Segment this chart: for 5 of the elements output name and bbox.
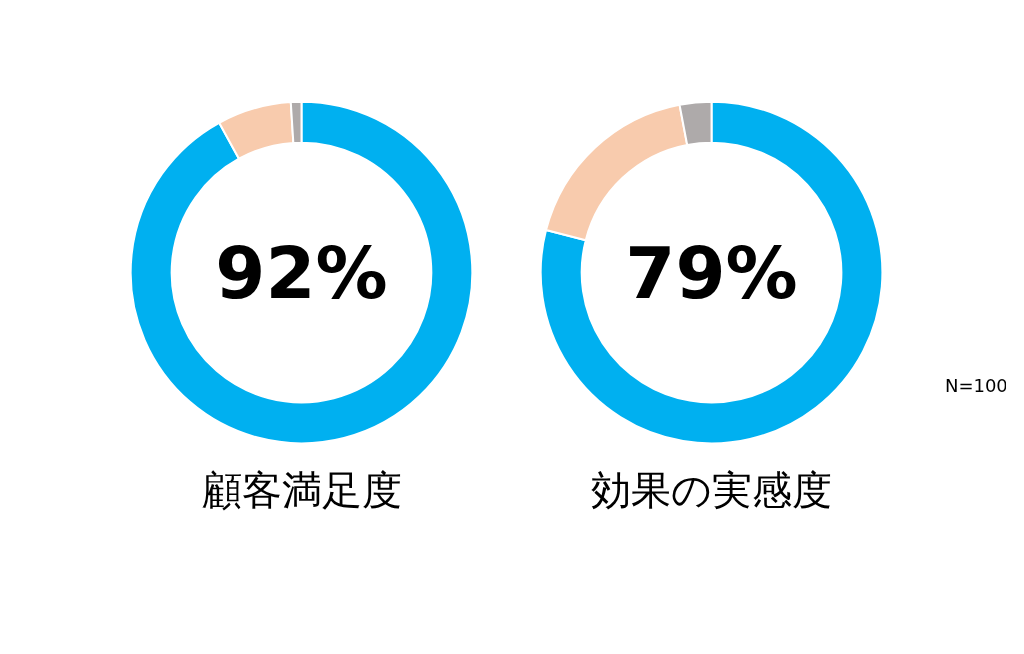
text: 79% — [625, 230, 798, 315]
text: N=100 — [944, 374, 1008, 396]
text: 顧客満足度 — [201, 466, 402, 513]
text: 効果の実感度 — [591, 466, 833, 513]
text: 92% — [215, 230, 388, 315]
